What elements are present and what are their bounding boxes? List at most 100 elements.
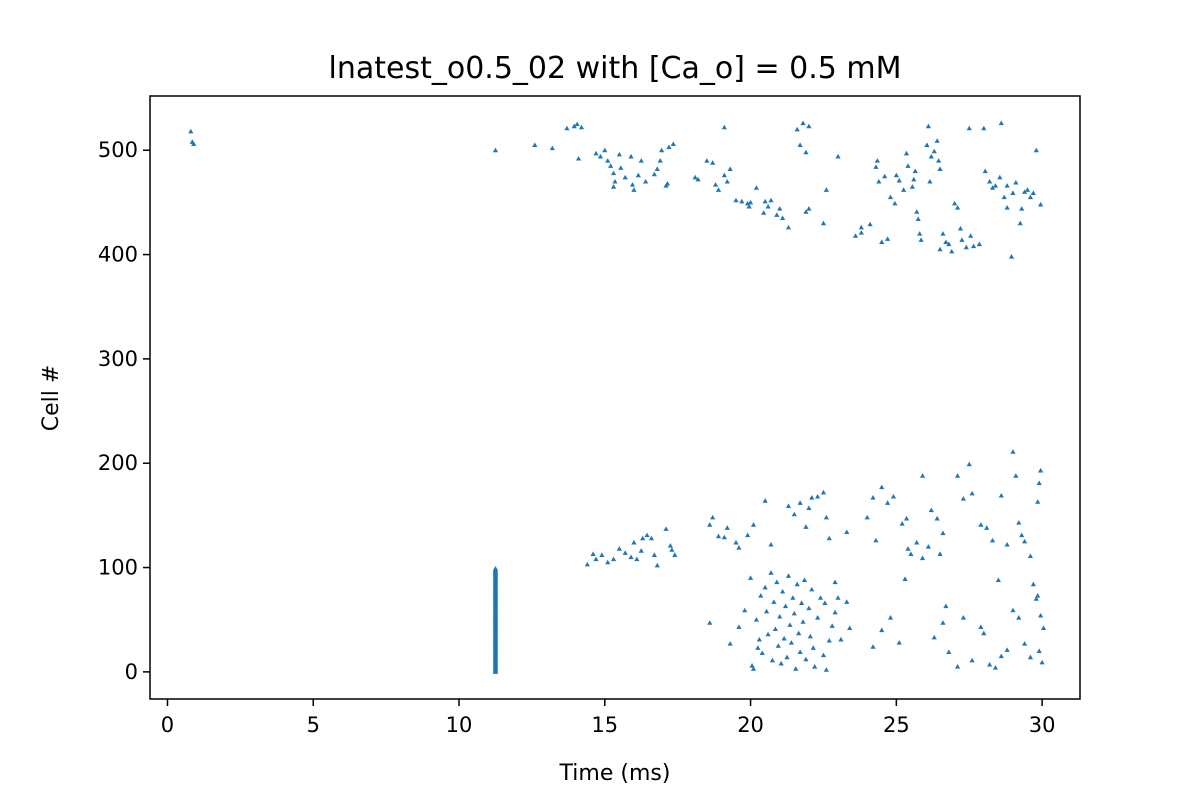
spike-point <box>631 539 637 545</box>
spike-point <box>727 166 733 171</box>
spike-point <box>772 626 778 632</box>
x-tick-label: 15 <box>591 713 618 737</box>
spike-point <box>1039 659 1045 665</box>
spike-point <box>753 185 759 190</box>
spike-point <box>710 514 716 520</box>
spike-point <box>750 522 757 527</box>
spike-point <box>970 243 977 249</box>
spike-point <box>778 660 784 666</box>
spike-point <box>712 182 719 187</box>
spike-point <box>984 525 990 530</box>
spike-point <box>654 166 660 171</box>
spike-point <box>937 166 943 171</box>
spike-point <box>644 532 650 538</box>
spike-point <box>753 617 759 622</box>
spike-point <box>949 248 955 254</box>
spike-point <box>747 575 754 580</box>
spike-point <box>710 160 716 165</box>
spike-point <box>934 138 940 143</box>
spike-point <box>791 511 797 517</box>
y-tick-label: 200 <box>98 451 138 475</box>
spike-point <box>960 496 966 501</box>
x-tick-label: 30 <box>1029 713 1056 737</box>
x-tick-label: 5 <box>307 713 320 737</box>
spike-point <box>826 535 832 541</box>
spike-point <box>763 608 770 614</box>
spike-point <box>998 653 1004 659</box>
spike-point <box>899 521 905 526</box>
spike-point <box>803 656 809 662</box>
spike-point <box>940 231 946 236</box>
spike-point <box>1016 520 1022 525</box>
spike-point <box>648 535 655 541</box>
spike-point <box>667 543 673 548</box>
spike-point <box>790 595 796 600</box>
spike-point <box>803 524 809 529</box>
spike-point <box>924 142 930 147</box>
spike-point <box>612 178 618 184</box>
spike-point <box>721 124 727 130</box>
spike-point <box>858 224 864 230</box>
spike-point <box>571 123 577 129</box>
spike-point <box>769 657 776 663</box>
plot-frame <box>149 95 1081 700</box>
spike-point <box>1008 254 1015 259</box>
spike-point <box>631 187 637 192</box>
spike-point <box>992 183 999 188</box>
spike-point <box>1035 499 1041 504</box>
spike-point <box>870 644 876 649</box>
spike-point <box>893 172 899 178</box>
spike-point <box>884 500 891 505</box>
spike-point <box>593 556 599 562</box>
spike-point <box>887 194 894 200</box>
spike-point <box>742 607 748 613</box>
spike-point <box>998 492 1004 498</box>
spike-point <box>775 643 781 648</box>
spike-point <box>832 609 838 615</box>
spike-point <box>593 150 599 156</box>
spike-point <box>890 494 897 499</box>
spike-point <box>715 533 722 539</box>
spike-point <box>629 182 636 187</box>
spike-point <box>638 548 644 553</box>
spike-point <box>815 494 821 499</box>
spike-point <box>1024 187 1031 192</box>
spike-point <box>806 206 812 211</box>
spike-point <box>803 209 809 214</box>
spike-point <box>806 123 812 129</box>
spike-point <box>762 584 768 590</box>
spike-point <box>590 551 596 556</box>
spike-point <box>797 500 803 505</box>
spike-point <box>997 174 1003 180</box>
spike-point <box>960 615 966 620</box>
spike-point <box>721 172 727 178</box>
spike-point <box>616 546 622 551</box>
spike-point <box>1013 179 1019 185</box>
spike-point <box>925 544 932 549</box>
spike-point <box>780 588 786 594</box>
spike-point <box>787 622 793 627</box>
spike-point <box>952 200 958 206</box>
spike-point <box>809 495 815 500</box>
spike-point <box>1040 625 1047 631</box>
spike-point <box>1038 612 1044 618</box>
spike-point <box>918 237 924 242</box>
spike-point <box>911 176 917 182</box>
spike-point <box>931 634 937 640</box>
spike-point <box>774 212 780 217</box>
spike-point <box>768 570 774 575</box>
spike-point <box>692 174 698 180</box>
spike-point <box>605 158 611 163</box>
spike-point <box>832 579 838 585</box>
spike-point <box>919 555 926 561</box>
spike-point <box>946 241 952 247</box>
spike-point <box>762 498 768 503</box>
spike-point <box>966 125 972 131</box>
spike-point <box>928 153 934 159</box>
spike-point <box>663 526 669 531</box>
spike-point <box>954 473 961 478</box>
spike-point <box>774 579 780 585</box>
spike-point <box>864 514 870 520</box>
spike-point <box>810 645 816 650</box>
spike-point <box>733 539 739 545</box>
